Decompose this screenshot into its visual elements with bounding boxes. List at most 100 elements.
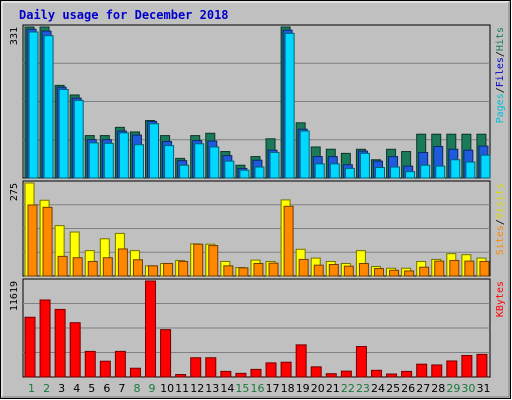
bar-kbytes-day-25 <box>386 373 398 378</box>
bar-kbytes-day-31 <box>476 353 488 378</box>
day-label-16: 16 <box>251 382 265 395</box>
day-label-28: 28 <box>431 382 445 395</box>
day-label-10: 10 <box>160 382 174 395</box>
bar-sites-day-10 <box>163 262 174 277</box>
bar-sites-day-14 <box>223 265 234 277</box>
bar-sites-day-5 <box>87 260 98 277</box>
bar-kbytes-day-20 <box>310 366 322 378</box>
bar-sites-day-27 <box>419 266 430 277</box>
bar-pages-day-31 <box>480 154 491 179</box>
bar-kbytes-day-7 <box>114 350 126 378</box>
bar-pages-day-25 <box>390 166 401 179</box>
bar-sites-day-23 <box>358 262 369 277</box>
day-label-7: 7 <box>118 382 125 395</box>
bar-sites-day-15 <box>238 267 249 277</box>
day-label-12: 12 <box>190 382 204 395</box>
day-label-5: 5 <box>88 382 95 395</box>
series-side-label: KBytes <box>495 281 506 317</box>
bar-pages-day-12 <box>194 143 205 179</box>
bar-pages-day-5 <box>88 142 99 179</box>
bar-sites-day-1 <box>27 204 38 277</box>
bar-sites-day-19 <box>298 258 309 277</box>
bar-sites-day-3 <box>57 255 68 277</box>
bar-sites-day-2 <box>42 206 53 277</box>
bar-pages-day-15 <box>239 169 250 179</box>
bar-pages-day-18 <box>284 32 295 179</box>
bar-kbytes-day-23 <box>355 346 367 378</box>
bar-sites-day-24 <box>373 268 384 277</box>
day-label-20: 20 <box>311 382 325 395</box>
bar-pages-day-6 <box>103 142 114 179</box>
bar-kbytes-day-30 <box>461 355 473 378</box>
bar-pages-day-22 <box>344 167 355 179</box>
bar-pages-day-10 <box>164 145 175 179</box>
day-label-13: 13 <box>205 382 219 395</box>
side-label-kbytes: KBytes <box>495 281 506 317</box>
day-label-24: 24 <box>371 382 385 395</box>
side-label-separator: / <box>495 87 506 93</box>
day-label-6: 6 <box>103 382 110 395</box>
bar-pages-day-4 <box>73 99 84 179</box>
bar-sites-day-4 <box>72 257 83 277</box>
day-label-15: 15 <box>235 382 249 395</box>
bar-sites-day-21 <box>328 264 339 277</box>
bar-kbytes-day-15 <box>235 372 247 378</box>
bar-pages-day-17 <box>269 151 280 179</box>
bar-kbytes-day-18 <box>280 361 292 378</box>
side-label-files: Files <box>495 57 506 87</box>
bar-pages-day-11 <box>179 164 190 179</box>
bar-kbytes-day-6 <box>99 360 111 378</box>
bar-kbytes-day-13 <box>205 357 217 378</box>
bar-kbytes-day-2 <box>39 299 51 378</box>
bar-kbytes-day-8 <box>129 367 141 378</box>
day-label-22: 22 <box>341 382 355 395</box>
bar-kbytes-day-19 <box>295 344 307 378</box>
panel-kbytes: 11619 KBytes <box>9 278 506 378</box>
day-label-11: 11 <box>175 382 189 395</box>
bar-kbytes-day-3 <box>54 308 66 378</box>
day-label-29: 29 <box>446 382 460 395</box>
day-label-25: 25 <box>386 382 400 395</box>
day-label-18: 18 <box>281 382 295 395</box>
day-axis-labels: 1 2 3 4 5 6 7 8 9 10 11 12 13 14 15 16 17 18 19 20 21 22 23 24 2… <box>28 382 490 395</box>
day-label-2: 2 <box>43 382 50 395</box>
bar-pages-day-27 <box>420 164 431 179</box>
bar-kbytes-day-14 <box>220 370 232 378</box>
bar-kbytes-day-10 <box>160 329 172 378</box>
bar-kbytes-day-16 <box>250 368 262 378</box>
bar-kbytes-day-4 <box>69 322 81 378</box>
bar-sites-day-7 <box>117 248 128 277</box>
day-label-23: 23 <box>356 382 370 395</box>
side-label-sites: Sites <box>495 225 506 255</box>
bar-pages-day-30 <box>465 161 476 179</box>
bar-sites-day-12 <box>193 243 204 277</box>
bar-pages-day-26 <box>405 171 416 179</box>
day-label-1: 1 <box>28 382 35 395</box>
series-kbytes <box>24 280 488 378</box>
bar-sites-day-18 <box>283 205 294 277</box>
bar-sites-day-31 <box>479 260 490 277</box>
bar-pages-day-29 <box>450 159 461 179</box>
bar-kbytes-day-21 <box>325 373 337 378</box>
bar-pages-day-19 <box>299 130 310 179</box>
bar-kbytes-day-27 <box>416 363 428 378</box>
y-max-label: 331 <box>9 27 20 45</box>
bar-kbytes-day-1 <box>24 316 36 378</box>
bar-sites-day-20 <box>313 264 324 277</box>
bar-pages-day-3 <box>58 88 69 179</box>
series-side-label: Pages/Files/Hits <box>495 27 506 123</box>
chart-panels: 331 Pages/Files/Hits 275 Sites / Visits 11619 K… <box>9 24 506 378</box>
panel-hits-files-pages: 331 Pages/Files/Hits <box>9 24 506 179</box>
bar-sites-day-6 <box>102 257 113 277</box>
day-label-26: 26 <box>401 382 415 395</box>
day-label-14: 14 <box>220 382 234 395</box>
bar-pages-day-28 <box>435 165 446 179</box>
side-label-pages: Pages <box>495 93 506 123</box>
side-label-visits: Visits <box>495 183 506 219</box>
bar-pages-day-21 <box>329 163 340 179</box>
y-max-label: 275 <box>9 183 20 201</box>
bar-kbytes-day-28 <box>431 364 443 378</box>
bar-kbytes-day-29 <box>446 360 458 378</box>
chart-title: Daily usage for December 2018 <box>19 8 229 22</box>
